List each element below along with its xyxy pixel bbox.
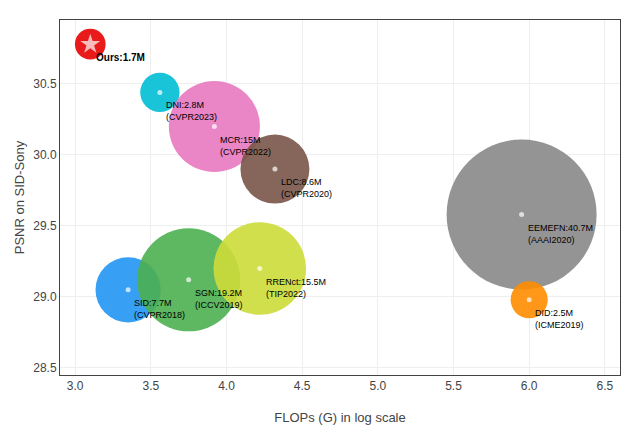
svg-text:28.5: 28.5 [33,361,57,375]
svg-text:5.5: 5.5 [445,379,462,393]
svg-text:29.0: 29.0 [33,290,57,304]
svg-text:6.0: 6.0 [521,379,538,393]
svg-text:EEMEFN:40.7M(AAAI2020): EEMEFN:40.7M(AAAI2020) [528,223,593,245]
svg-text:SGN:19.2M(ICCV2019): SGN:19.2M(ICCV2019) [195,288,243,310]
svg-text:29.5: 29.5 [33,219,57,233]
svg-text:3.5: 3.5 [142,379,159,393]
svg-text:FLOPs (G) in log scale: FLOPs (G) in log scale [274,410,406,425]
svg-text:RRENct:15.5M(TIP2022): RRENct:15.5M(TIP2022) [266,277,326,299]
svg-text:LDC:8.6M(CVPR2020): LDC:8.6M(CVPR2020) [281,177,332,199]
svg-text:DNI:2.8M(CVPR2023): DNI:2.8M(CVPR2023) [166,100,217,122]
svg-text:DID:2.5M(ICME2019): DID:2.5M(ICME2019) [535,308,584,330]
svg-text:5.0: 5.0 [369,379,386,393]
svg-text:SID:7.7M(CVPR2018): SID:7.7M(CVPR2018) [134,298,185,320]
svg-text:6.5: 6.5 [597,379,614,393]
svg-text:PSNR on SID-Sony: PSNR on SID-Sony [12,140,27,254]
svg-text:4.5: 4.5 [294,379,311,393]
svg-text:4.0: 4.0 [218,379,235,393]
svg-text:30.5: 30.5 [33,77,57,91]
svg-text:MCR:15M(CVPR2022): MCR:15M(CVPR2022) [220,135,271,157]
svg-text:30.0: 30.0 [33,148,57,162]
svg-text:Ours:1.7M: Ours:1.7M [96,52,145,63]
svg-text:3.0: 3.0 [67,379,84,393]
